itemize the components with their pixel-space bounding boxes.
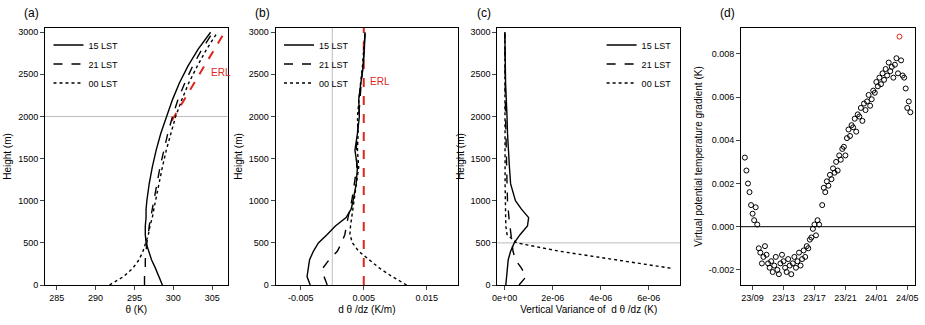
svg-text:0.015: 0.015 xyxy=(415,293,438,303)
svg-text:-0.005: -0.005 xyxy=(288,293,314,303)
svg-text:305: 305 xyxy=(205,293,220,303)
svg-text:21 LST: 21 LST xyxy=(319,60,349,70)
svg-text:2500: 2500 xyxy=(18,69,38,79)
svg-text:Height (m): Height (m) xyxy=(2,133,13,180)
svg-text:300: 300 xyxy=(166,293,181,303)
svg-text:1500: 1500 xyxy=(18,154,38,164)
svg-text:3000: 3000 xyxy=(18,27,38,37)
svg-text:24/05: 24/05 xyxy=(896,293,919,303)
svg-text:0: 0 xyxy=(264,280,269,290)
svg-text:3000: 3000 xyxy=(471,27,491,37)
svg-text:ERL: ERL xyxy=(370,76,390,87)
svg-text:1500: 1500 xyxy=(249,154,269,164)
svg-text:2000: 2000 xyxy=(18,112,38,122)
svg-text:24/01: 24/01 xyxy=(865,293,888,303)
svg-text:00 LST: 00 LST xyxy=(88,79,118,89)
svg-text:2500: 2500 xyxy=(471,69,491,79)
svg-text:500: 500 xyxy=(476,238,491,248)
svg-text:Vertical Variance of d θ /dz: Vertical Variance of d θ /dz (K) xyxy=(520,304,657,315)
svg-text:295: 295 xyxy=(127,293,142,303)
svg-text:Height (m): Height (m) xyxy=(455,133,466,180)
svg-text:d θ /dz (K/m): d θ /dz (K/m) xyxy=(338,304,395,315)
svg-text:23/17: 23/17 xyxy=(803,293,826,303)
svg-text:4e-06: 4e-06 xyxy=(589,293,612,303)
svg-text:0.002: 0.002 xyxy=(712,179,735,189)
svg-text:1000: 1000 xyxy=(18,196,38,206)
svg-text:290: 290 xyxy=(88,293,103,303)
svg-text:2000: 2000 xyxy=(249,112,269,122)
svg-text:θ (K): θ (K) xyxy=(126,304,148,315)
svg-text:0.008: 0.008 xyxy=(712,49,735,59)
svg-text:0.004: 0.004 xyxy=(712,135,735,145)
svg-text:0: 0 xyxy=(486,280,491,290)
svg-text:21 LST: 21 LST xyxy=(642,60,672,70)
svg-text:0: 0 xyxy=(33,280,38,290)
svg-text:285: 285 xyxy=(49,293,64,303)
svg-text:500: 500 xyxy=(23,238,38,248)
svg-text:2e-06: 2e-06 xyxy=(541,293,564,303)
svg-text:0e+00: 0e+00 xyxy=(492,293,517,303)
svg-text:0.006: 0.006 xyxy=(712,92,735,102)
svg-text:00 LST: 00 LST xyxy=(319,79,349,89)
svg-text:1000: 1000 xyxy=(249,196,269,206)
svg-text:(b): (b) xyxy=(255,6,270,20)
svg-text:15 LST: 15 LST xyxy=(319,41,349,51)
svg-text:23/21: 23/21 xyxy=(834,293,857,303)
svg-text:1000: 1000 xyxy=(471,196,491,206)
svg-text:00 LST: 00 LST xyxy=(642,79,672,89)
svg-text:(a): (a) xyxy=(24,6,39,20)
svg-text:3000: 3000 xyxy=(249,27,269,37)
svg-text:1500: 1500 xyxy=(471,154,491,164)
svg-text:0.005: 0.005 xyxy=(352,293,375,303)
svg-text:23/13: 23/13 xyxy=(772,293,795,303)
svg-text:2000: 2000 xyxy=(471,112,491,122)
svg-text:23/09: 23/09 xyxy=(741,293,764,303)
svg-text:2500: 2500 xyxy=(249,69,269,79)
svg-text:ERL: ERL xyxy=(211,67,231,78)
svg-text:0.000: 0.000 xyxy=(712,222,735,232)
svg-text:15 LST: 15 LST xyxy=(88,41,118,51)
svg-text:(c): (c) xyxy=(477,6,491,20)
svg-text:15 LST: 15 LST xyxy=(642,41,672,51)
svg-text:-0.002: -0.002 xyxy=(709,265,735,275)
svg-text:500: 500 xyxy=(254,238,269,248)
svg-text:6e-06: 6e-06 xyxy=(637,293,660,303)
svg-text:21 LST: 21 LST xyxy=(88,60,118,70)
svg-text:(d): (d) xyxy=(720,6,735,20)
svg-text:Virtual potential temperature: Virtual potential temperature gradient (… xyxy=(693,66,704,246)
svg-text:Height (m): Height (m) xyxy=(233,133,244,180)
